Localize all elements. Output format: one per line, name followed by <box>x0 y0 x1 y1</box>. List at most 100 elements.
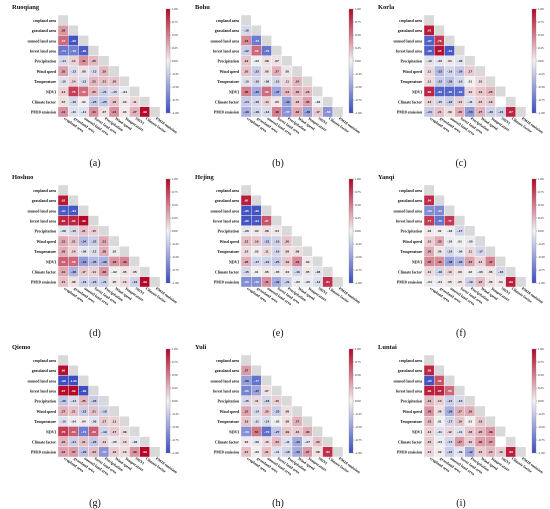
heatmap-cell-diagonal <box>149 276 161 288</box>
heatmap-cell-diagonal <box>474 405 486 417</box>
heatmap-cell-diagonal <box>281 55 293 67</box>
cell-value-label: -.99 <box>81 389 87 393</box>
heatmap-cell-diagonal <box>118 416 130 427</box>
heatmap-cell-diagonal <box>118 75 130 87</box>
cell-value-label: -.33 <box>437 69 443 73</box>
cell-value-label: .32 <box>295 110 300 114</box>
cell-value-label: .06 <box>437 250 442 254</box>
cell-value-label: -.39 <box>243 110 249 114</box>
cell-value-label: .19 <box>478 420 483 424</box>
cell-value-label: .10 <box>244 250 249 254</box>
heatmap-cell-diagonal <box>444 205 455 216</box>
cell-value-label: -.02 <box>315 100 321 104</box>
row-label: unused land area <box>211 39 240 43</box>
panel-title: Hoshuo <box>12 174 33 181</box>
panel-title: Yanqi <box>378 174 394 181</box>
cell-value-label: .14 <box>427 430 432 434</box>
cell-value-label: -.04 <box>122 90 128 94</box>
colorbar-tick-label: 0.75 <box>355 20 361 24</box>
cell-value-label: .78 <box>437 39 442 43</box>
heatmap-cell-diagonal <box>78 205 89 216</box>
cell-value-label: -.19 <box>274 239 280 243</box>
heatmap-cell-diagonal <box>67 194 79 206</box>
colorbar-tick-label: 0.50 <box>355 373 361 377</box>
cell-value-label: -.15 <box>243 399 249 403</box>
colorbar-tick-label: 0.50 <box>172 33 178 37</box>
cell-value-label: -.91 <box>60 209 66 213</box>
colorbar-tick-label: 0.50 <box>355 203 361 207</box>
cell-value-label: .38 <box>102 270 107 274</box>
colorbar-tick-label: 0.75 <box>172 360 178 364</box>
cell-value-label: .77 <box>447 219 452 223</box>
colorbar-tick-label: 0.50 <box>172 203 178 207</box>
heatmap-cell-diagonal <box>108 405 120 417</box>
colorbar-tick-label: -0.50 <box>355 255 362 259</box>
cell-value-label: .63 <box>92 430 97 434</box>
cell-value-label: .99 <box>71 389 76 393</box>
cell-value-label: .26 <box>295 90 300 94</box>
cell-value-label: .76 <box>61 430 66 434</box>
cell-value-label: -.15 <box>243 270 249 274</box>
cell-value-label: -.36 <box>457 260 463 264</box>
cell-value-label: -.66 <box>243 389 249 393</box>
panel-letter: (i) <box>456 498 465 509</box>
heatmap-cell-diagonal <box>271 215 283 227</box>
cell-value-label: -.06 <box>437 59 443 63</box>
cell-value-label: .11 <box>254 399 258 403</box>
colorbar-tick-label: 0.75 <box>355 360 361 364</box>
cell-value-label: .95 <box>437 49 442 53</box>
row-label: PM10 emission <box>214 281 240 285</box>
cell-value-label: -.11 <box>71 110 76 114</box>
heatmap-cell-diagonal <box>454 385 466 397</box>
cell-value-label: -.60 <box>426 209 432 213</box>
heatmap-cell-diagonal <box>67 365 79 376</box>
cell-value-label: -.16 <box>254 80 260 84</box>
row-label: forest land area <box>213 390 239 394</box>
heatmap-cell-diagonal <box>423 14 435 26</box>
cell-value-label: .05 <box>112 280 117 284</box>
cell-value-label: .21 <box>92 409 97 413</box>
colorbar <box>348 178 354 284</box>
cell-value-label: .39 <box>112 260 117 264</box>
cell-value-label: .23 <box>427 420 432 424</box>
cell-value-label: -.14 <box>264 110 270 114</box>
cell-value-label: .92 <box>61 199 66 203</box>
cell-value-label: .13 <box>447 270 452 274</box>
cell-value-label: .10 <box>122 280 127 284</box>
cell-value-label: -.19 <box>264 260 270 264</box>
cell-value-label: -.15 <box>457 399 463 403</box>
cell-value-label: .87 <box>437 389 442 393</box>
cell-value-label: .08 <box>285 420 290 424</box>
cell-value-label: .35 <box>305 100 310 104</box>
cell-value-label: -.19 <box>132 280 138 284</box>
heatmap-cell-diagonal <box>57 184 69 196</box>
cell-value-label: -.19 <box>101 430 107 434</box>
row-label: grassland area <box>215 369 239 373</box>
cell-value-label: .51 <box>254 430 259 434</box>
heatmap-cell-diagonal <box>464 395 476 407</box>
heatmap-cell-diagonal <box>271 385 283 397</box>
cell-value-label: -.15 <box>437 100 443 104</box>
cell-value-label: .07 <box>102 110 107 114</box>
cell-value-label: .14 <box>92 270 97 274</box>
column-label: NDVI <box>317 117 328 126</box>
cell-value-label: .20 <box>315 440 320 444</box>
cell-value-label: .10 <box>122 440 127 444</box>
colorbar-tick-label: 0.50 <box>538 373 544 377</box>
cell-value-label: .18 <box>468 430 473 434</box>
cell-value-label: -.87 <box>426 39 432 43</box>
row-label: Climate factor <box>398 441 422 445</box>
row-label: PM10 emission <box>397 281 423 285</box>
colorbar-tick-label: -0.75 <box>172 98 179 102</box>
colorbar-tick-label: 0.25 <box>538 386 544 390</box>
heatmap-cell-diagonal <box>454 215 466 227</box>
colorbar-tick-label: 1.00 <box>355 347 361 351</box>
heatmap-cell-diagonal <box>57 354 69 366</box>
cell-value-label: -.16 <box>457 80 463 84</box>
cell-value-label: .21 <box>71 409 76 413</box>
row-label: grassland area <box>32 369 56 373</box>
column-label: NDVI <box>134 117 145 126</box>
heatmap-cell-diagonal <box>423 354 435 366</box>
cell-value-label: .02 <box>437 450 442 454</box>
cell-value-label: .99 <box>143 280 148 284</box>
